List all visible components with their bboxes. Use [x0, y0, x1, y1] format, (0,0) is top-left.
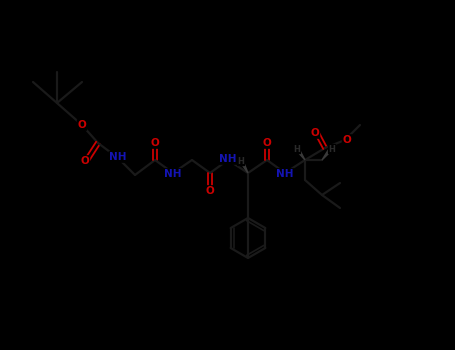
Text: O: O	[78, 120, 86, 130]
Text: NH: NH	[219, 154, 237, 164]
Text: H: H	[238, 156, 244, 166]
Polygon shape	[297, 149, 305, 160]
Text: O: O	[151, 138, 159, 148]
Text: NH: NH	[276, 169, 294, 179]
Text: NH: NH	[109, 152, 127, 162]
Text: NH: NH	[164, 169, 182, 179]
Polygon shape	[241, 161, 248, 173]
Polygon shape	[322, 149, 331, 160]
Text: H: H	[293, 145, 300, 154]
Text: O: O	[263, 138, 271, 148]
Text: O: O	[206, 186, 214, 196]
Text: O: O	[343, 135, 351, 145]
Text: H: H	[329, 145, 335, 154]
Text: O: O	[311, 128, 319, 138]
Text: O: O	[81, 156, 89, 166]
